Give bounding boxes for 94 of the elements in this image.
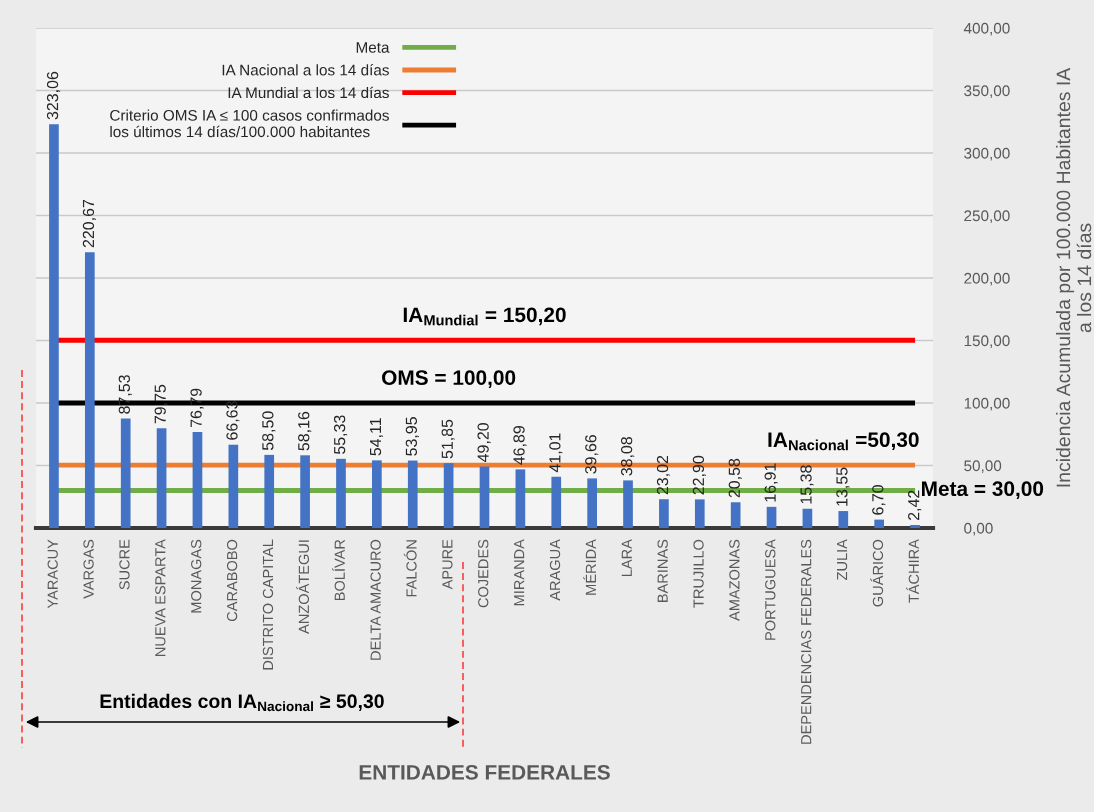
bar — [300, 455, 310, 528]
data-label: 49,20 — [477, 422, 491, 462]
annotation: Meta = 30,00 — [922, 481, 1044, 500]
bar — [372, 460, 382, 528]
legend-label: IA Nacional a los 14 días — [222, 64, 389, 76]
y-tick-label: 250,00 — [964, 210, 1010, 223]
x-tick-label: DISTRITO CAPITAL — [262, 539, 274, 670]
data-label: 220,67 — [82, 199, 96, 248]
bar — [443, 463, 454, 528]
bar — [264, 454, 275, 528]
bar — [802, 508, 813, 528]
data-label: 22,90 — [692, 455, 706, 495]
x-tick-label: SUCRE — [119, 539, 130, 590]
bar — [659, 499, 669, 528]
data-label: 13,55 — [836, 467, 850, 506]
x-tick-label: COJEDES — [478, 539, 489, 608]
y-axis-title: Incidencia Acumulada por 100.000 Habitantes IA a los 14 días — [1056, 67, 1092, 487]
bar — [84, 252, 95, 528]
x-tick-label: MÉRIDA — [583, 539, 596, 595]
bar — [120, 418, 131, 528]
x-tick-label: AMAZONAS — [729, 539, 740, 621]
legend-label: Criterio OMS IA ≤ 100 casos confirmados los últimos 14 días/100.000 habitantes — [110, 109, 389, 138]
data-label: 6,70 — [872, 485, 886, 515]
y-tick-label: 150,00 — [964, 335, 1010, 348]
bar — [623, 480, 633, 528]
x-tick-label: LARA — [621, 539, 632, 577]
data-label: 23,02 — [656, 455, 671, 495]
bar — [192, 432, 203, 528]
data-label: 41,01 — [549, 433, 563, 473]
data-label: 51,85 — [441, 419, 455, 459]
annotation: OMS = 100,00 — [382, 370, 516, 389]
data-label: 53,95 — [405, 417, 419, 456]
legend-label: Meta — [356, 42, 390, 53]
x-tick-label: NUEVA ESPARTA — [155, 539, 166, 657]
x-tick-label: APURE — [442, 539, 453, 590]
bar — [407, 460, 418, 528]
x-tick-label: TÁCHIRA — [906, 539, 919, 603]
y-tick-label: 350,00 — [964, 85, 1010, 98]
data-label: 20,58 — [728, 458, 742, 498]
data-label: 2,42 — [908, 490, 922, 520]
x-tick-label: MIRANDA — [514, 539, 525, 606]
x-tick-label: GUÁRICO — [870, 539, 884, 607]
x-tick-label: CARABOBO — [226, 539, 238, 622]
y-tick-label: 300,00 — [964, 147, 1010, 161]
text: Entidades con IA$_{Nacional}$ ≥ 50,30 — [100, 693, 384, 712]
x-tick-label: DELTA AMACURO — [370, 539, 381, 660]
bar — [551, 476, 562, 528]
x-tick-label: ARAGUA — [549, 539, 561, 601]
data-label: 66,63 — [226, 401, 240, 440]
y-tick-label: 0,00 — [964, 522, 993, 536]
bar — [228, 444, 239, 528]
y-tick-label: 400,00 — [963, 22, 1010, 36]
bar — [479, 466, 490, 528]
bar — [730, 502, 741, 528]
data-label: 15,38 — [800, 465, 814, 504]
x-tick-label: ZULIA — [837, 539, 848, 580]
bar — [156, 428, 167, 528]
data-label: 54,11 — [370, 418, 384, 456]
bar — [587, 478, 597, 528]
x-tick-label: YARACUY — [47, 539, 58, 609]
data-label: 58,50 — [262, 411, 276, 451]
y-tick-label: 200,00 — [964, 272, 1010, 286]
y-tick-label: 50,00 — [964, 460, 1002, 473]
x-tick-label: FALCÓN — [403, 540, 417, 597]
x-tick-label: VARGAS — [83, 539, 94, 599]
data-label: 79,75 — [154, 384, 168, 424]
data-label: 38,08 — [621, 436, 635, 476]
bar — [910, 524, 920, 528]
x-tick-label: BOLÍVAR — [332, 539, 345, 601]
data-label: 16,91 — [764, 463, 778, 502]
data-label: 323,06 — [46, 71, 61, 120]
data-label: 58,16 — [298, 411, 312, 451]
x-tick-label: PORTUGUESA — [765, 539, 776, 640]
legend-label: IA Mundial a los 14 días — [228, 86, 389, 99]
y-tick-label: 100,00 — [964, 397, 1010, 411]
bar — [766, 506, 777, 528]
bar — [336, 458, 346, 528]
data-label: 76,79 — [190, 388, 204, 428]
x-tick-label: DEPENDENCIAS FEDERALES — [801, 539, 812, 744]
x-tick-label: BARINAS — [657, 539, 668, 602]
data-label: 55,33 — [333, 415, 348, 455]
bar — [694, 499, 705, 528]
x-tick-label: MONAGAS — [191, 539, 202, 613]
annotation: IA$_{Nacional}$ =50,30 — [768, 432, 919, 451]
data-label: 39,66 — [585, 434, 599, 474]
annotation: IA$_{Mundial}$ = 150,20 — [403, 307, 566, 326]
x-tick-label: ANZOÁTEGUI — [296, 540, 310, 634]
data-label: 46,89 — [513, 426, 527, 465]
x-axis-title: ENTIDADES FEDERALES — [359, 764, 610, 780]
bar — [49, 124, 59, 528]
bar — [515, 469, 526, 528]
bar — [874, 519, 885, 528]
x-tick-label: TRUJILLO — [693, 539, 704, 608]
bar — [838, 511, 849, 528]
